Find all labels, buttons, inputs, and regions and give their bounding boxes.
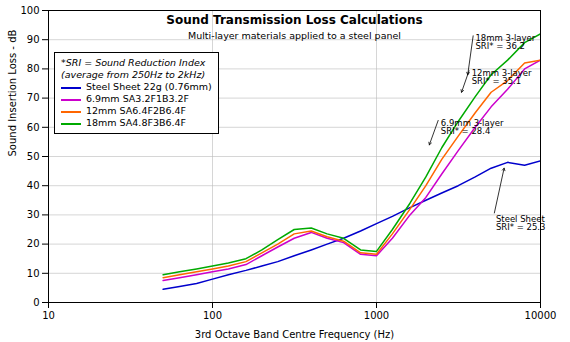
svg-text:90: 90 (27, 34, 40, 45)
svg-text:Sound Insertion Loss - dB: Sound Insertion Loss - dB (7, 29, 18, 156)
svg-text:3rd Octave Band Centre Frequen: 3rd Octave Band Centre Frequency (Hz) (195, 329, 394, 340)
svg-text:70: 70 (27, 92, 40, 103)
svg-text:10: 10 (27, 268, 40, 279)
svg-text:60: 60 (27, 122, 40, 133)
html-text:*SRI = Sound Reduction Index: *SRI = Sound Reduction Index (61, 57, 206, 68)
svg-text:18mm 3-layerSRI* = 36.2: 18mm 3-layerSRI* = 36.2 (475, 33, 535, 52)
svg-text:30: 30 (27, 209, 40, 220)
svg-text:80: 80 (27, 63, 40, 74)
svg-text:100: 100 (20, 5, 39, 16)
svg-text:1000: 1000 (364, 310, 389, 321)
svg-text:6.9mm 3-layerSRI* = 28.4: 6.9mm 3-layerSRI* = 28.4 (441, 118, 504, 137)
html-text:6.9mm SA3.2F1B3.2F: 6.9mm SA3.2F1B3.2F (86, 93, 190, 104)
html-text:(average from 250Hz to 2kHz): (average from 250Hz to 2kHz) (61, 69, 206, 80)
svg-text:10: 10 (42, 310, 55, 321)
html-text:Steel Sheet 22g (0.76mm): Steel Sheet 22g (0.76mm) (86, 81, 212, 92)
svg-text:40: 40 (27, 180, 40, 191)
svg-text:50: 50 (27, 151, 40, 162)
svg-text:Sound Transmission Loss Calcul: Sound Transmission Loss Calculations (166, 13, 422, 27)
svg-text:12mm 3-layerSRI* = 35.1: 12mm 3-layerSRI* = 35.1 (472, 68, 532, 87)
svg-text:Multi-layer materials applied: Multi-layer materials applied to a steel… (188, 30, 401, 41)
svg-text:100: 100 (203, 310, 222, 321)
svg-text:Steel SheetSRI* = 25.3: Steel SheetSRI* = 25.3 (496, 214, 546, 233)
svg-text:20: 20 (27, 238, 40, 249)
html-text:12mm SA6.4F2B6.4F: 12mm SA6.4F2B6.4F (86, 105, 186, 116)
html-text:18mm SA4.8F3B6.4F: 18mm SA4.8F3B6.4F (86, 117, 186, 128)
svg-text:0: 0 (33, 297, 39, 308)
svg-text:10000: 10000 (525, 310, 557, 321)
